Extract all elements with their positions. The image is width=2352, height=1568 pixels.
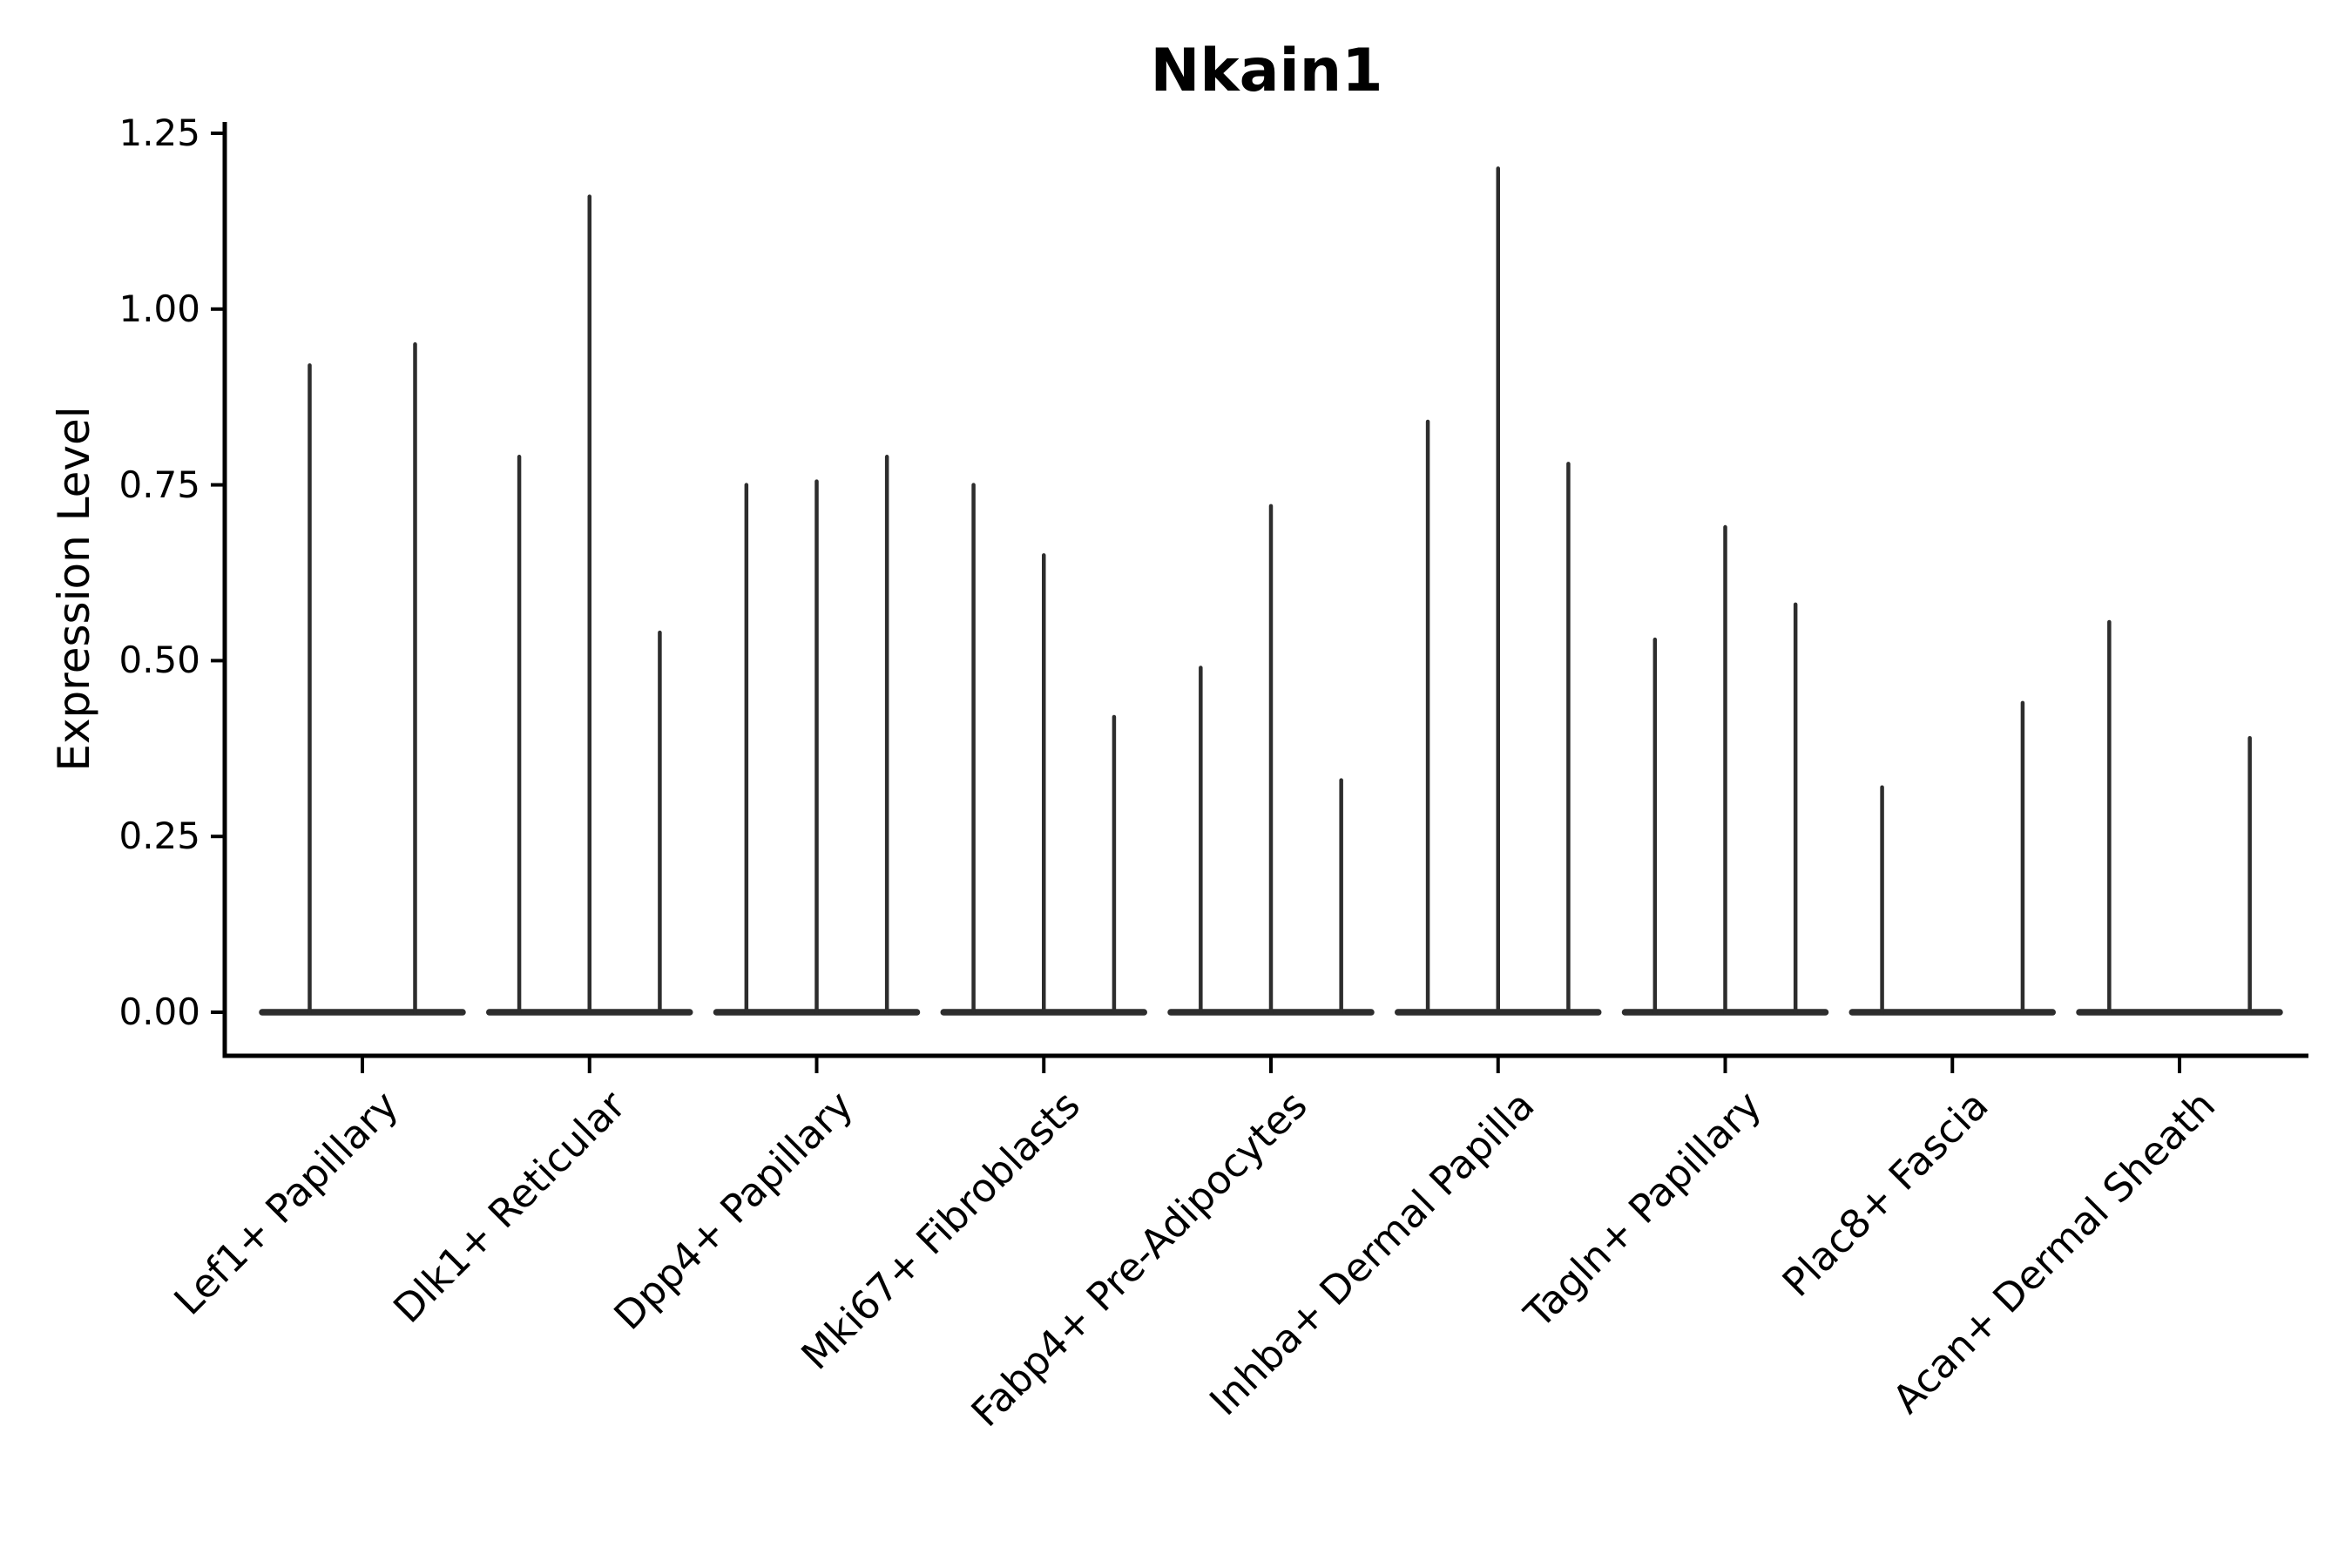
chart-title: Nkain1 [1150,37,1383,105]
y-tick-label: 0.00 [118,990,200,1033]
y-tick-label: 1.25 [118,112,200,154]
y-tick-label: 1.00 [118,287,200,330]
y-tick-label: 0.50 [118,639,200,682]
y-tick-label: 0.75 [118,463,200,506]
y-tick-label: 0.25 [118,814,200,858]
